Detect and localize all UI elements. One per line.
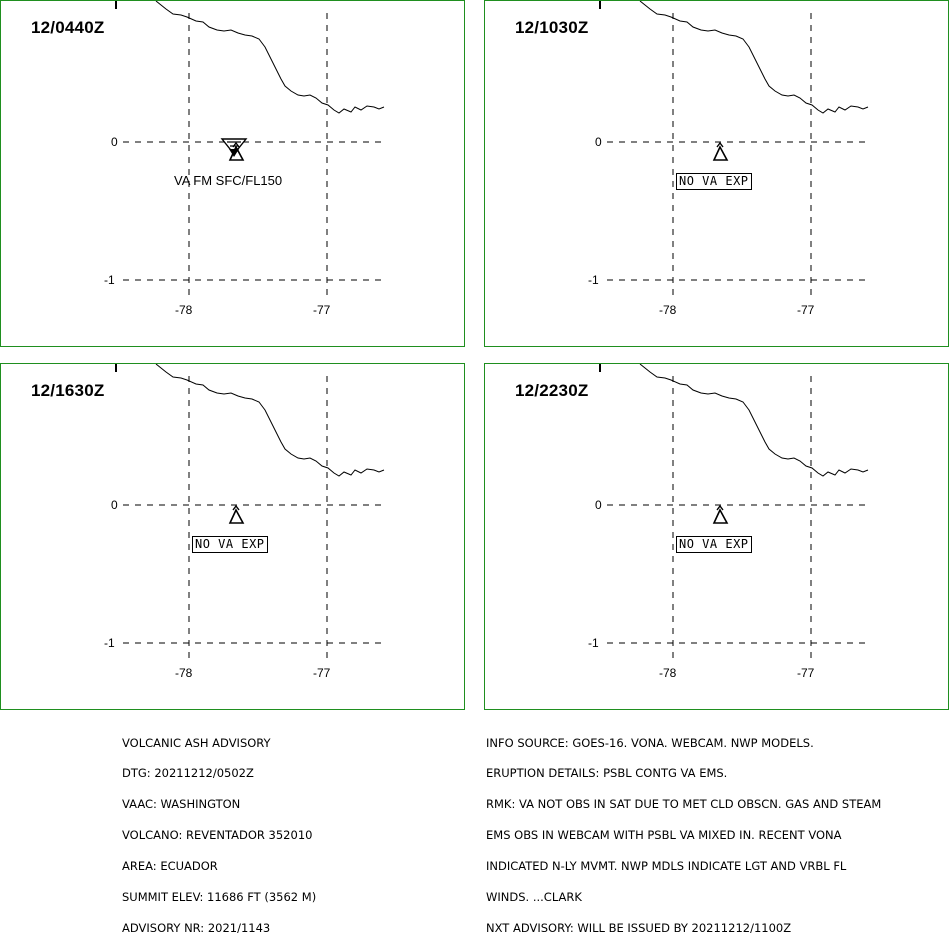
lat-label-minus1: -1 [588,273,599,287]
advisory-line: VOLCANO: REVENTADOR 352010 [122,828,313,843]
lat-label-minus1: -1 [104,636,115,650]
advisory-remarks: INFO SOURCE: GOES-16. VONA. WEBCAM. NWP … [486,717,881,944]
panel-time-label: 12/1030Z [515,18,589,37]
lat-label-0: 0 [111,135,118,149]
panel-time-label: 12/0440Z [31,18,105,37]
lon-label-minus78: -78 [659,303,677,317]
lat-label-minus1: -1 [104,273,115,287]
lon-label-minus77: -77 [797,666,815,680]
advisory-line: NXT ADVISORY: WILL BE ISSUED BY 20211212… [486,920,792,935]
coastline [115,364,385,477]
lat-label-0: 0 [595,498,602,512]
advisory-line: VOLCANIC ASH ADVISORY [122,735,271,750]
advisory-line: ERUPTION DETAILS: PSBL CONTG VA EMS. [486,766,728,781]
lat-label-0: 0 [111,498,118,512]
map-panel-3: 12/1630Z 0 -1 -78 -77 NO VA EXP [0,363,465,710]
graticule [123,13,385,299]
map-panel-1: 12/0440Z 0 -1 -78 -77 VA FM SFC/FL150 [0,0,465,347]
lon-label-minus78: -78 [175,666,193,680]
volcano-icon [228,504,245,524]
volcano-icon [712,141,729,161]
map-canvas-3 [115,364,385,662]
map-panel-4: 12/2230Z 0 -1 -78 -77 NO VA EXP [484,363,949,710]
coastline [115,1,385,114]
lon-label-minus78: -78 [175,303,193,317]
advisory-line: EMS OBS IN WEBCAM WITH PSBL VA MIXED IN.… [486,828,842,843]
map-canvas-2 [599,1,869,299]
lon-label-minus77: -77 [313,666,331,680]
va-forecast-text: VA FM SFC/FL150 [174,173,283,188]
advisory-line: INDICATED N-LY MVMT. NWP MDLS INDICATE L… [486,859,847,874]
graticule [607,13,869,299]
no-va-expected-box: NO VA EXP [676,536,752,553]
graticule [123,376,385,662]
advisory-line: VAAC: WASHINGTON [122,797,241,812]
coastline [599,364,869,477]
advisory-line: WINDS. ...CLARK [486,890,582,905]
lon-label-minus77: -77 [313,303,331,317]
advisory-line: RMK: VA NOT OBS IN SAT DUE TO MET CLD OB… [486,797,882,812]
advisory-summary: VOLCANIC ASH ADVISORY DTG: 20211212/0502… [122,717,316,944]
advisory-line: AREA: ECUADOR [122,859,218,874]
no-va-expected-box: NO VA EXP [192,536,268,553]
volcano-icon [712,504,729,524]
map-canvas-4 [599,364,869,662]
map-canvas-1 [115,1,385,299]
advisory-line: INFO SOURCE: GOES-16. VONA. WEBCAM. NWP … [486,735,814,750]
lon-label-minus78: -78 [659,666,677,680]
lat-label-minus1: -1 [588,636,599,650]
advisory-line: ADVISORY NR: 2021/1143 [122,920,271,935]
coastline [599,1,869,114]
advisory-line: DTG: 20211212/0502Z [122,766,254,781]
no-va-expected-box: NO VA EXP [676,173,752,190]
lon-label-minus77: -77 [797,303,815,317]
panel-time-label: 12/1630Z [31,381,105,400]
graticule [607,376,869,662]
advisory-line: SUMMIT ELEV: 11686 FT (3562 M) [122,890,317,905]
ash-cloud-icon [220,138,248,157]
map-panel-2: 12/1030Z 0 -1 -78 -77 NO VA EXP [484,0,949,347]
lat-label-0: 0 [595,135,602,149]
panel-time-label: 12/2230Z [515,381,589,400]
